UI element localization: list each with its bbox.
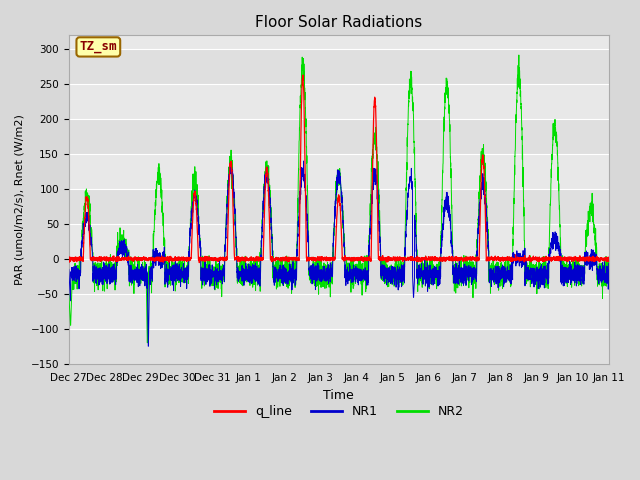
Bar	[68, 49, 609, 84]
q_line	[460, 255, 468, 261]
X-axis label: Time: Time	[323, 389, 354, 402]
NR1	[604, 286, 612, 292]
NR2	[490, 282, 498, 288]
NR2	[162, 258, 170, 264]
NR2	[430, 278, 438, 284]
Bar	[68, 189, 609, 224]
NR2	[515, 52, 523, 58]
NR1	[162, 270, 170, 276]
NR2	[319, 276, 326, 282]
Bar	[68, 329, 609, 364]
NR1	[491, 277, 499, 283]
q_line	[65, 256, 72, 262]
q_line	[605, 258, 612, 264]
q_line	[195, 260, 203, 265]
NR2	[143, 340, 151, 346]
NR2	[605, 256, 612, 262]
Title: Floor Solar Radiations: Floor Solar Radiations	[255, 15, 422, 30]
q_line	[430, 257, 438, 263]
Bar	[68, 259, 609, 294]
q_line	[319, 256, 326, 262]
Line: NR1: NR1	[68, 161, 609, 346]
q_line	[491, 255, 499, 261]
NR1	[430, 272, 438, 278]
NR1	[605, 261, 612, 266]
NR1	[460, 280, 468, 286]
q_line	[604, 258, 612, 264]
NR1	[145, 343, 152, 349]
NR1	[65, 266, 72, 272]
NR1	[319, 271, 326, 277]
Text: TZ_sm: TZ_sm	[79, 40, 117, 53]
Legend: q_line, NR1, NR2: q_line, NR1, NR2	[209, 400, 469, 423]
Y-axis label: PAR (umol/m2/s), Rnet (W/m2): PAR (umol/m2/s), Rnet (W/m2)	[15, 114, 25, 285]
NR1	[300, 158, 307, 164]
q_line	[299, 72, 307, 78]
NR2	[65, 291, 72, 297]
NR2	[460, 263, 468, 269]
q_line	[162, 256, 170, 262]
Line: NR2: NR2	[68, 55, 609, 343]
Bar	[68, 119, 609, 154]
NR2	[604, 261, 612, 267]
Line: q_line: q_line	[68, 75, 609, 263]
